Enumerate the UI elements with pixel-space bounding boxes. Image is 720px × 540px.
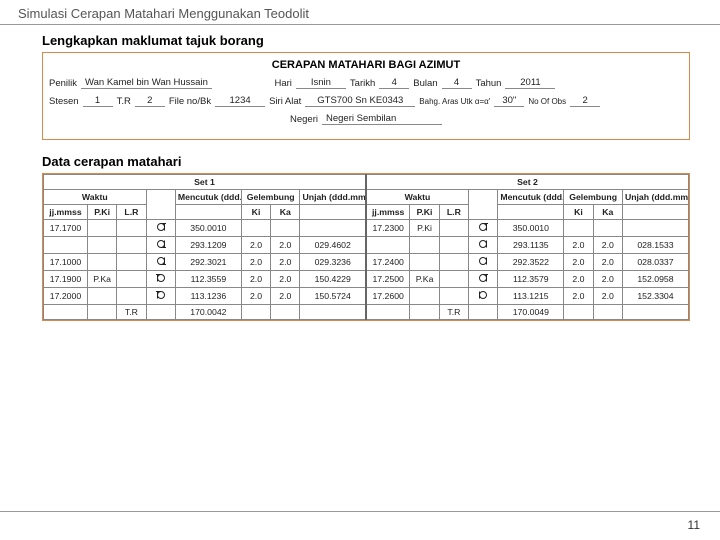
bulan-label: Bulan [413,78,437,89]
unjah1-header: Unjah (ddd.mmss) [300,190,366,205]
menc2-header: Mencutuk (ddd.mmss) [498,190,564,205]
gel1-header: Gelembung [241,190,300,205]
tarikh-label: Tarikh [350,78,375,89]
gel2-header: Gelembung [564,190,623,205]
tarikh-value: 4 [379,77,409,89]
waktu1-header: Waktu [44,190,147,205]
bahg-value: 30" [494,95,524,107]
ki1: Ki [241,205,270,220]
form-row-3: Negeri Negeri Sembilan [49,113,683,125]
data-section: Data cerapan matahari Set 1 Set 2 Waktu [42,154,690,321]
set1-header: Set 1 [44,175,366,190]
stesen-value: 1 [83,95,113,107]
form-title: CERAPAN MATAHARI BAGI AZIMUT [49,59,683,71]
penilik-value: Wan Kamel bin Wan Hussain [81,77,212,89]
pki1: P.Ki [87,205,116,220]
table-row: 17.2000113.12362.02.0150.572417.2600113.… [44,288,689,305]
tahun-value: 2011 [505,77,555,89]
form-row-1: Penilik Wan Kamel bin Wan Hussain Hari I… [49,77,683,89]
set2-header: Set 2 [366,175,689,190]
hari-value: Isnin [296,77,346,89]
content-area: Lengkapkan maklumat tajuk borang CERAPAN… [0,25,720,321]
page-header: Simulasi Cerapan Matahari Menggunakan Te… [0,0,720,25]
header-row-sub: jj.mmss P.Ki L.R Ki Ka jj.mmss P.Ki L.R … [44,205,689,220]
stesen-label: Stesen [49,96,79,107]
pki2: P.Ki [410,205,439,220]
bulan-value: 4 [442,77,472,89]
header-row-sets: Set 1 Set 2 [44,175,689,190]
section1-title: Lengkapkan maklumat tajuk borang [42,33,690,48]
unjah2-header: Unjah (ddd.mmss) [622,190,688,205]
file-value: 1234 [215,95,265,107]
waktu2-header: Waktu [366,190,469,205]
tr-label: T.R [117,96,131,107]
table-row: 17.1000292.30212.02.0029.323617.2400292.… [44,254,689,271]
siri-value: GTS700 Sn KE0343 [305,95,415,107]
page-number: 11 [688,518,700,532]
menc1-header: Mencutuk (ddd.mmss) [175,190,241,205]
table-row: 17.1700350.001017.2300P.Ki350.0010 [44,220,689,237]
jjmmss1: jj.mmss [44,205,88,220]
negeri-label: Negeri [290,114,318,125]
tahun-label: Tahun [476,78,502,89]
jjmmss2: jj.mmss [366,205,410,220]
form-row-2: Stesen 1 T.R 2 File no/Bk 1234 Siri Alat… [49,95,683,107]
ki2: Ki [564,205,593,220]
hari-label: Hari [275,78,292,89]
noobs-value: 2 [570,95,600,107]
table-row: 17.1900P.Ka112.35592.02.0150.422917.2500… [44,271,689,288]
data-table: Set 1 Set 2 Waktu Mencutuk (ddd.mmss) Ge… [43,174,689,320]
section2-title: Data cerapan matahari [42,154,690,169]
penilik-label: Penilik [49,78,77,89]
negeri-value: Negeri Sembilan [322,113,442,125]
lr2: L.R [439,205,468,220]
footer-line [0,511,720,512]
noobs-label: No Of Obs [528,97,566,106]
form-box: CERAPAN MATAHARI BAGI AZIMUT Penilik Wan… [42,52,690,140]
ka2: Ka [593,205,622,220]
bahg-label: Bahg. Aras Utk α=α' [419,97,490,106]
table-row: 293.12092.02.0029.4602293.11352.02.0028.… [44,237,689,254]
siri-label: Siri Alat [269,96,301,107]
lr1: L.R [117,205,146,220]
table-row: T.R170.0042T.R170.0049 [44,305,689,320]
ka1: Ka [271,205,300,220]
file-label: File no/Bk [169,96,211,107]
tr-value: 2 [135,95,165,107]
data-box: Set 1 Set 2 Waktu Mencutuk (ddd.mmss) Ge… [42,173,690,321]
